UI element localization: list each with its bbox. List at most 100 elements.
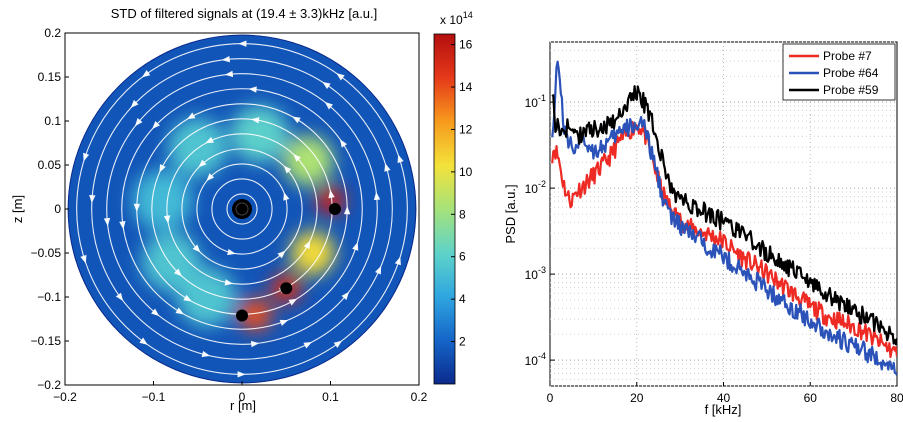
psd-y-tick-base: 10 — [525, 182, 539, 196]
heatmap-hotspot — [132, 169, 193, 231]
flux-arrow — [173, 268, 182, 277]
flux-arrow — [152, 120, 160, 129]
map-y-tick-label: −0.2 — [37, 378, 61, 392]
colorbar-tick-label: 12 — [459, 122, 473, 136]
psd-y-tick-base: 10 — [525, 268, 539, 282]
flux-arrow — [89, 194, 96, 204]
map-y-tick-label: −0.05 — [31, 246, 62, 260]
flux-arrow — [303, 342, 313, 349]
colorbar-gradient — [433, 33, 456, 385]
colorbar-ticks: 16 14 12 10 8 6 4 2 — [451, 38, 473, 349]
colorbar-tick-label: 14 — [459, 80, 473, 94]
colorbar-exponent-label: x 1014 — [440, 10, 473, 27]
psd-y-tick-base: 10 — [525, 354, 539, 368]
psd-x-tick-label: 60 — [804, 391, 818, 405]
probe-marker — [280, 282, 293, 295]
flux-arrow — [130, 99, 139, 108]
psd-y-tick-label: 10-1 — [525, 93, 546, 110]
flux-arrow — [134, 118, 143, 127]
map-x-ticks: −0.2 −0.1 0 0.1 0.2 — [53, 381, 428, 404]
flux-arrow — [201, 350, 211, 358]
flux-arrow — [375, 265, 382, 275]
flux-arrow — [336, 73, 345, 81]
map-xlabel: r [m] — [230, 398, 256, 413]
flux-arrow — [279, 319, 289, 326]
map-y-tick-label: 0.05 — [38, 158, 62, 172]
psd-series-line-2 — [551, 60, 897, 376]
flux-arrow — [198, 159, 207, 168]
flux-surface-circle — [106, 73, 378, 345]
map-x-tick-label: −0.2 — [53, 390, 77, 404]
psd-x-tick-label: 80 — [890, 391, 903, 405]
flux-arrow — [192, 244, 201, 253]
flux-arrow — [163, 215, 171, 224]
psd-y-tick-exp: -3 — [538, 265, 546, 275]
flux-arrow — [205, 136, 214, 144]
colorbar-exponent-base: x 10 — [440, 13, 463, 27]
flux-arrow — [248, 86, 257, 93]
flux-arrow — [292, 116, 301, 124]
psd-y-tick-base: 10 — [525, 96, 539, 110]
flux-arrow — [80, 254, 87, 264]
psd-x-ticks: 0 20 40 60 80 — [547, 382, 903, 405]
flux-arrow — [238, 40, 247, 47]
flux-arrow — [250, 340, 260, 348]
map-x-tick-label: 0.1 — [322, 390, 339, 404]
flux-arrow — [341, 291, 350, 300]
flux-arrow — [352, 242, 359, 251]
psd-series-line-1 — [551, 120, 897, 359]
flux-arrow — [224, 279, 234, 286]
flux-arrow — [221, 55, 231, 63]
probe-marker — [236, 309, 248, 322]
flux-arrow — [394, 256, 401, 266]
flux-arrow — [133, 203, 141, 212]
map-x-tick-label: 0.2 — [411, 390, 428, 404]
flux-arrow — [303, 240, 311, 250]
flux-surface-circle — [181, 148, 303, 270]
colorbar-tick-label: 2 — [459, 335, 466, 349]
probe-markers — [232, 199, 341, 322]
psd-y-tick-exp: -4 — [538, 351, 546, 361]
flux-arrow — [186, 112, 196, 120]
colorbar-tick-label: 6 — [459, 250, 466, 264]
map-y-tick-label: −0.1 — [37, 290, 61, 304]
flux-surface-circle — [121, 88, 363, 330]
psd-xlabel: f [kHz] — [705, 402, 742, 417]
magnetic-axis-marker-ring — [235, 202, 249, 216]
psd-panel: 0 20 40 60 80 10-110-210-310-4 f [kHz] PSD [… — [503, 41, 903, 417]
psd-y-tick-label: 10-2 — [525, 179, 546, 196]
flux-arrow — [373, 191, 381, 201]
psd-ylabel: PSD [a.u.] — [503, 184, 518, 243]
flux-arrow — [339, 139, 348, 148]
map-y-tick-label: 0.15 — [38, 70, 62, 84]
flux-arrow — [283, 165, 292, 174]
heatmap-hotspot — [283, 135, 334, 186]
psd-y-tick-exp: -1 — [538, 93, 546, 103]
colorbar-exponent-power: 14 — [463, 10, 473, 20]
flux-arrow — [206, 173, 215, 182]
flux-arrow — [288, 298, 298, 306]
flux-arrow — [277, 250, 286, 259]
flux-arrow — [293, 153, 302, 162]
std-map-panel: STD of filtered signals at (19.4 ± 3.3)k… — [10, 6, 428, 413]
psd-grid — [550, 41, 897, 387]
flux-arrow — [151, 308, 160, 317]
colorbar-tick-label: 16 — [459, 38, 473, 52]
psd-y-ticks: 10-110-210-310-4 — [525, 93, 555, 368]
flux-arrow — [322, 81, 331, 89]
flux-arrow — [119, 220, 126, 230]
heatmap-hotspot — [290, 231, 335, 275]
flux-surface-lines — [76, 40, 408, 378]
flux-arrow — [227, 248, 236, 256]
colorbar-tick-label: 8 — [459, 207, 466, 221]
map-y-tick-label: −0.15 — [31, 334, 62, 348]
psd-series-lines — [551, 60, 897, 376]
flux-surface-circle — [91, 58, 393, 360]
flux-arrow — [397, 154, 404, 164]
map-y-tick-label: 0.1 — [44, 114, 61, 128]
map-x-tick-label: 0 — [239, 390, 246, 404]
flux-arrow — [159, 164, 166, 173]
psd-y-tick-exp: -2 — [538, 179, 546, 189]
